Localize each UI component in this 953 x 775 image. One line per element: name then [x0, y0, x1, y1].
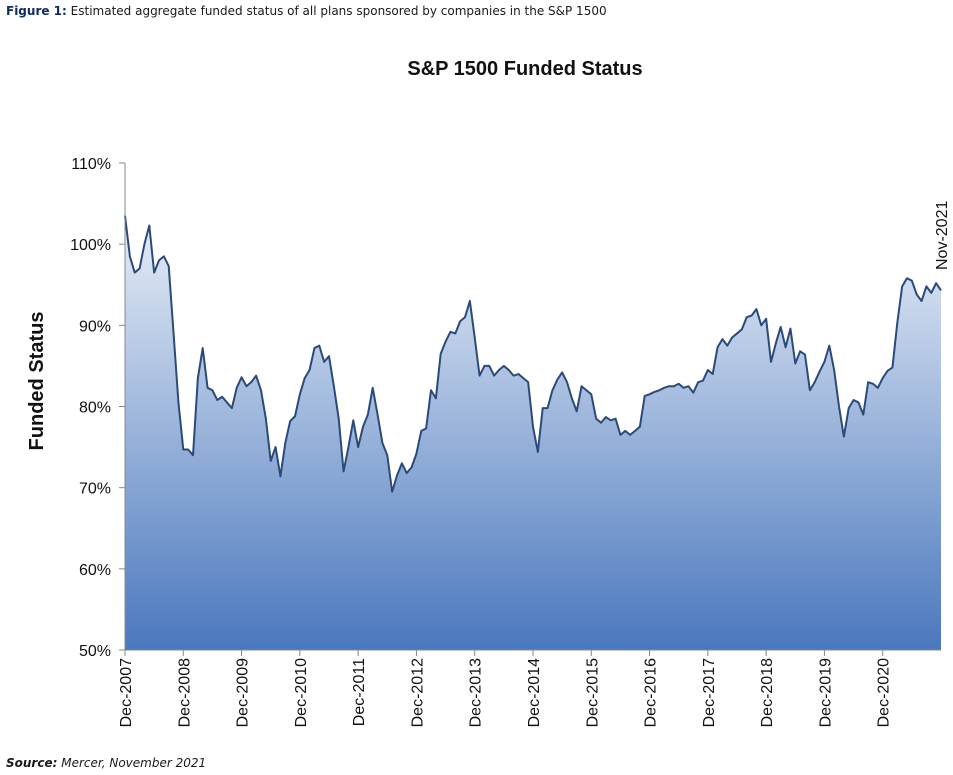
- y-tick-label: 50%: [79, 643, 111, 660]
- chart-title: S&P 1500 Funded Status: [407, 58, 642, 80]
- x-tick-label: Dec-2018: [759, 658, 776, 727]
- funded-status-line: [124, 215, 942, 493]
- figure-caption: Figure 1: Estimated aggregate funded sta…: [6, 4, 607, 18]
- x-tick-label: Dec-2015: [584, 658, 601, 727]
- x-tick-label: Dec-2020: [876, 658, 893, 727]
- area-layer: [124, 215, 942, 650]
- x-tick-label: Dec-2011: [351, 658, 368, 726]
- x-tick-label: Dec-2016: [643, 658, 660, 727]
- x-tick-label: Dec-2008: [176, 658, 193, 727]
- y-tick-label: 110%: [71, 156, 111, 173]
- x-tick-layer: Dec-2007 Dec-2008 Dec-2009 Dec-2010 Dec-2011…: [118, 650, 893, 727]
- y-tick-layer: 50% 60% 70% 80% 90% 100% 110%: [70, 156, 125, 660]
- x-tick-label: Dec-2013: [468, 658, 485, 727]
- y-tick-label: 80%: [79, 400, 111, 417]
- figure-caption-label: Figure 1:: [6, 4, 67, 18]
- y-tick-label: 90%: [79, 318, 111, 335]
- x-tick-label: Dec-2007: [118, 658, 135, 727]
- funded-status-area: [125, 215, 941, 650]
- y-tick-label: 60%: [79, 562, 111, 579]
- funded-status-chart: S&P 1500 Funded Status Funded Status 50%…: [26, 58, 951, 727]
- x-tick-label: Dec-2010: [293, 658, 310, 727]
- x-tick-label: Dec-2009: [235, 658, 252, 727]
- y-tick-label: 100%: [70, 237, 111, 254]
- source-text: Mercer, November 2021: [61, 756, 207, 770]
- x-tick-label: Dec-2012: [409, 658, 426, 727]
- source-label: Source:: [6, 756, 58, 770]
- source-note: Source: Mercer, November 2021: [6, 756, 206, 770]
- latest-date-annotation: Nov-2021: [934, 201, 951, 270]
- x-tick-label: Dec-2014: [526, 658, 543, 727]
- figure-caption-text: Estimated aggregate funded status of all…: [70, 4, 607, 18]
- y-axis-title: Funded Status: [26, 312, 48, 451]
- x-tick-label: Dec-2019: [817, 658, 834, 727]
- x-tick-label: Dec-2017: [701, 658, 718, 727]
- y-tick-label: 70%: [79, 481, 111, 498]
